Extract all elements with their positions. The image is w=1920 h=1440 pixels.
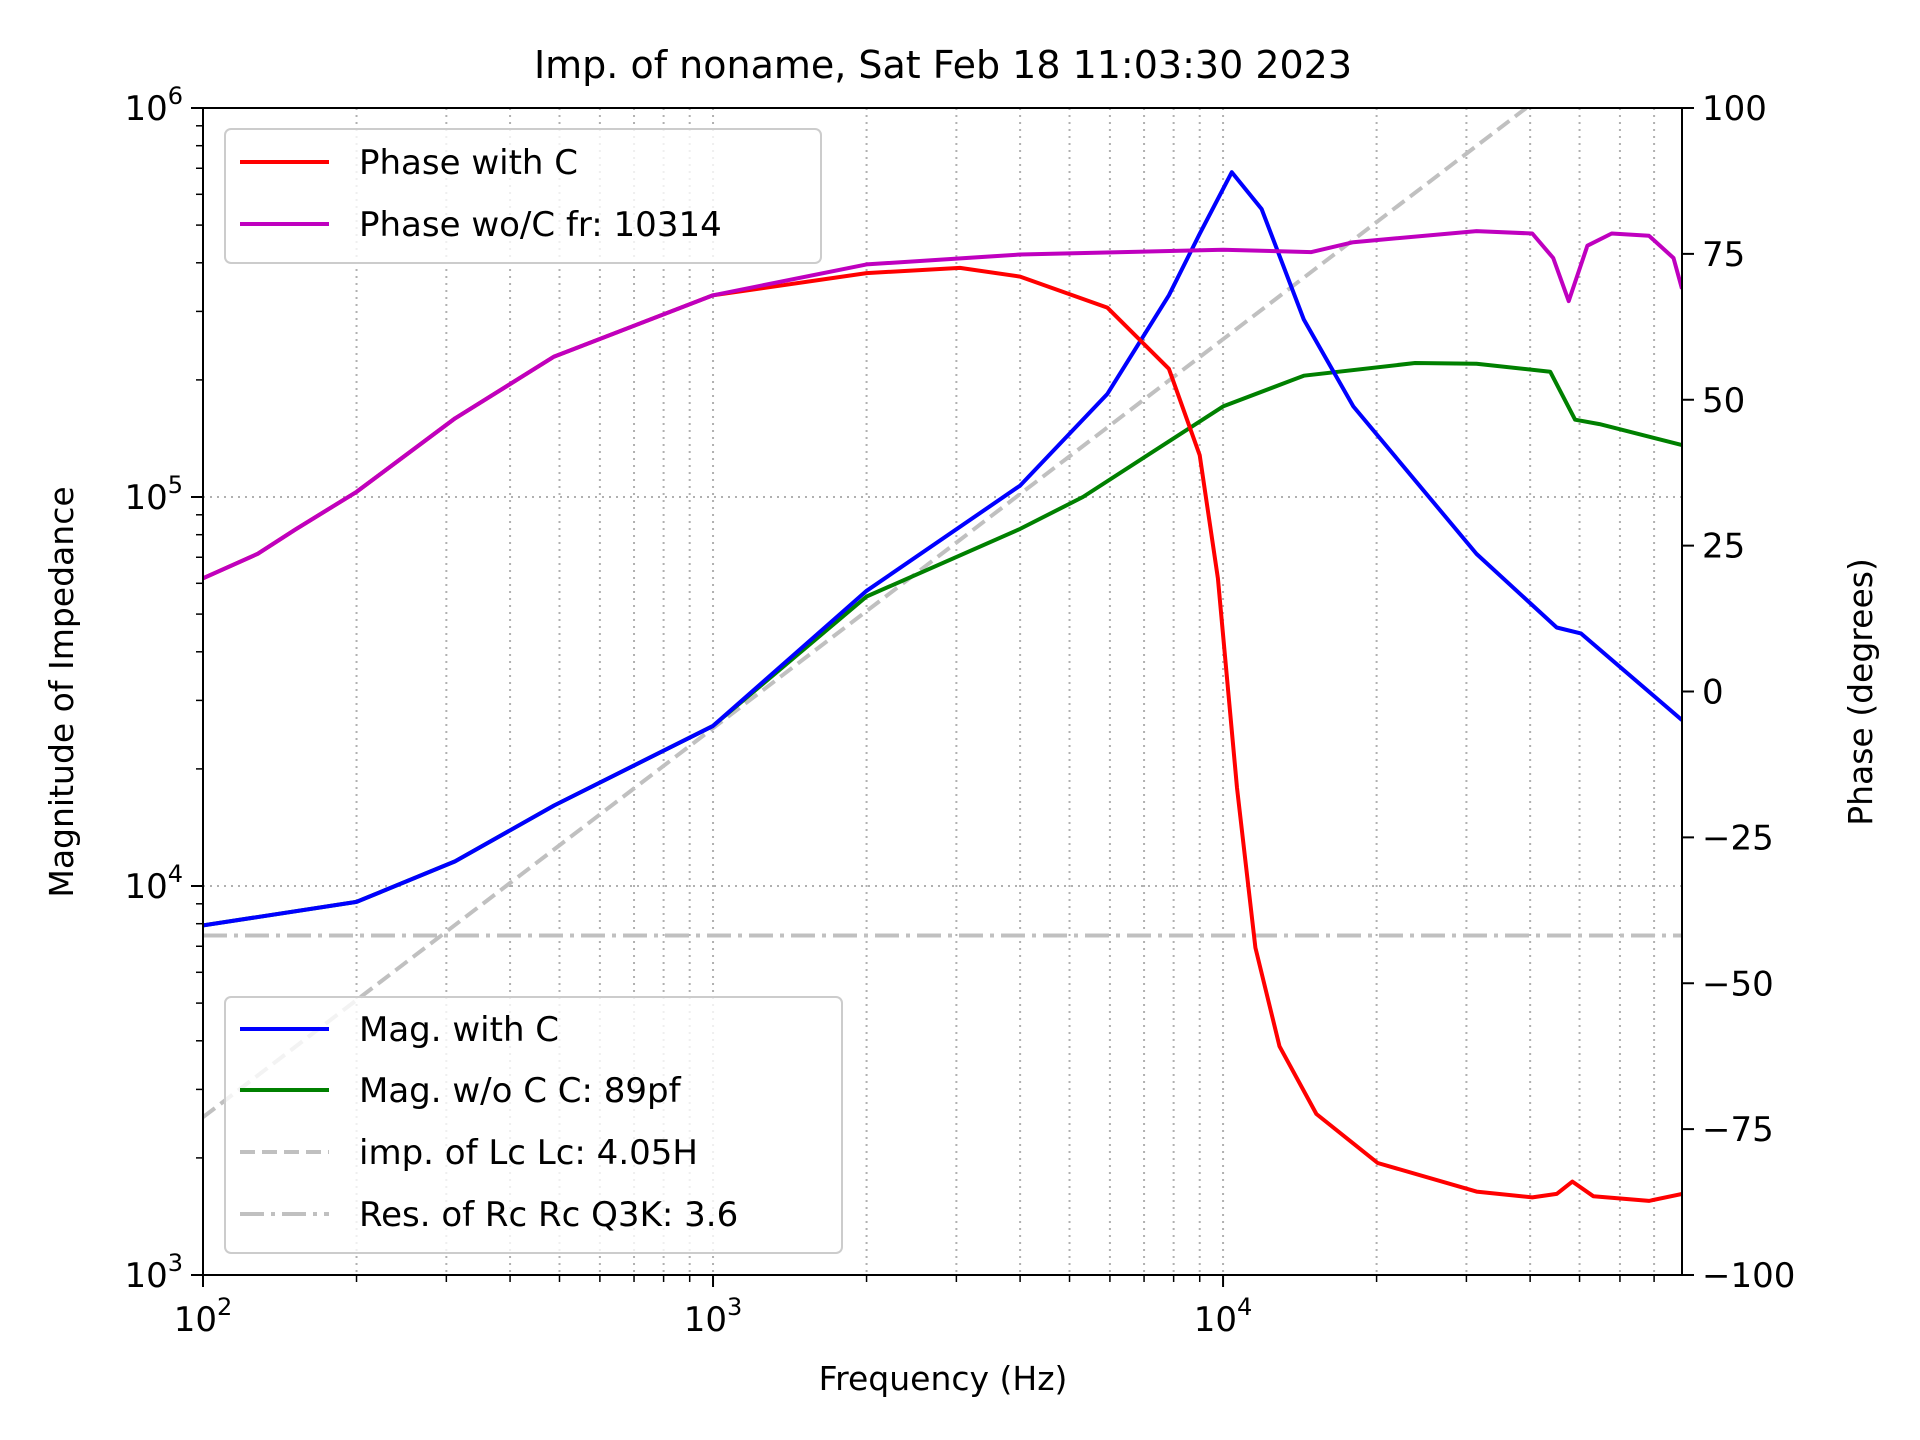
series-line-phase-wo-c-fr-10314 [203, 229, 1682, 581]
legend-label: Res. of Rc Rc Q3K: 3.6 [359, 1195, 738, 1235]
y2-tick-label: 75 [1702, 235, 1745, 275]
series-lines [203, 108, 1682, 1203]
y2-tick-label: 0 [1702, 673, 1724, 713]
y2-tick-label: −100 [1702, 1256, 1795, 1296]
legend-label: Phase with C [359, 143, 578, 183]
x-axis-label: Frequency (Hz) [819, 1359, 1068, 1398]
legend-box [224, 128, 822, 264]
legend-label: Phase wo/C fr: 10314 [359, 205, 722, 245]
legend-box [224, 996, 843, 1254]
legend-label: Mag. w/o C C: 89pf [359, 1071, 682, 1111]
y2-tick-label: −50 [1702, 964, 1774, 1004]
y-axis-label: Magnitude of Impedance [42, 486, 81, 897]
series-line-imp-of-lc-lc-4-05h [203, 108, 1528, 1119]
y2-tick-label: −75 [1702, 1110, 1774, 1150]
legend-label: imp. of Lc Lc: 4.05H [359, 1133, 698, 1173]
legend-magnitude: Mag. with C Mag. w/o C C: 89pf imp. of L… [224, 996, 843, 1254]
y-tick-label: 105 [124, 471, 183, 518]
y2-tick-label: −25 [1702, 818, 1774, 858]
legend-phase: Phase with C Phase wo/C fr: 10314 [224, 128, 822, 264]
y2-tick-label: 100 [1702, 89, 1767, 129]
y2-tick-label: 50 [1702, 381, 1745, 421]
legend-label: Mag. with C [359, 1010, 559, 1050]
y2-tick-label: 25 [1702, 527, 1745, 567]
series-line-mag-with-c [203, 170, 1682, 928]
grid [203, 108, 1682, 1275]
y2-axis-label: Phase (degrees) [1841, 558, 1880, 826]
chart-title: Imp. of noname, Sat Feb 18 11:03:30 2023 [534, 43, 1352, 87]
